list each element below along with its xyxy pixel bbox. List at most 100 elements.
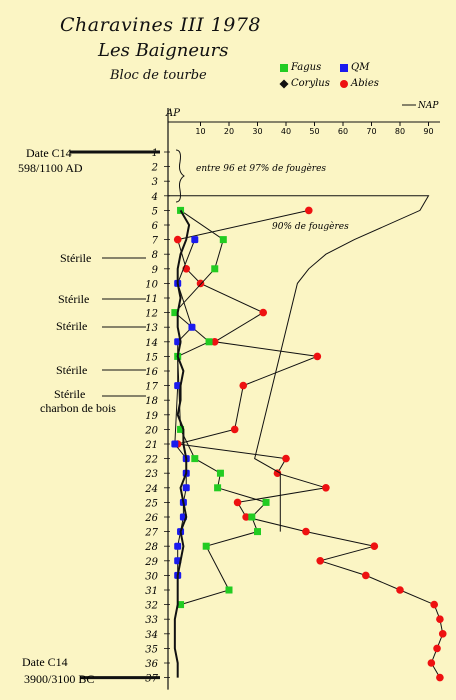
abies-point-10 xyxy=(196,279,205,288)
y-tick-label-12: 12 xyxy=(145,309,158,320)
fagus-marker-icon xyxy=(280,63,288,72)
sterile-label-3: Stérile xyxy=(56,319,88,333)
fagus-point-7 xyxy=(219,236,227,244)
date-bottom-value: 3900/3100 BC xyxy=(24,672,95,686)
y-tick-label-16: 16 xyxy=(145,367,158,378)
abies-point-22 xyxy=(282,454,290,463)
fagus-point-22 xyxy=(191,455,199,463)
x-tick-label-90: 90 xyxy=(423,127,433,136)
fagus-point-27 xyxy=(254,528,261,536)
abies-point-30 xyxy=(362,571,370,580)
abies-point-32 xyxy=(430,600,439,609)
qm-point-17 xyxy=(174,382,182,390)
y-tick-label-32: 32 xyxy=(145,601,158,612)
date-top-value: 598/1100 AD xyxy=(18,161,83,175)
x-tick-label-50: 50 xyxy=(309,127,319,136)
legend-abies-label: Abies xyxy=(351,78,379,89)
x-axis-label-ap: AP xyxy=(165,108,180,119)
y-tick-label-34: 34 xyxy=(145,630,158,641)
sterile-label-5: Stérile xyxy=(54,387,86,401)
y-tick-label-5: 5 xyxy=(152,206,158,217)
abies-marker-icon xyxy=(340,79,348,88)
date-bottom-label: Date C14 xyxy=(22,655,68,669)
qm-point-24 xyxy=(182,484,190,492)
y-tick-label-15: 15 xyxy=(145,352,158,363)
abies-point-26 xyxy=(242,513,250,521)
x-axis-label-nap: NAP xyxy=(417,101,439,111)
abies-point-28 xyxy=(370,542,379,550)
y-tick-label-6: 6 xyxy=(152,221,159,232)
fagus-point-32 xyxy=(177,601,185,609)
abies-point-31 xyxy=(396,586,404,594)
abies-point-35 xyxy=(433,644,441,653)
sterile-label-2: Stérile xyxy=(58,292,90,306)
x-tick-label-70: 70 xyxy=(366,127,376,136)
fagus-point-12 xyxy=(171,309,179,317)
y-tick-label-33: 33 xyxy=(145,615,158,626)
y-tick-label-26: 26 xyxy=(144,513,158,524)
y-tick-label-17: 17 xyxy=(145,382,158,393)
legend-fagus-label: Fagus xyxy=(291,62,322,73)
x-tick-label-60: 60 xyxy=(338,127,348,136)
y-tick-label-7: 7 xyxy=(152,236,159,247)
y-tick-label-10: 10 xyxy=(145,279,158,290)
abies-point-24 xyxy=(322,484,330,492)
y-tick-label-30: 30 xyxy=(145,571,158,582)
y-tick-label-3: 3 xyxy=(152,177,158,188)
y-tick-label-35: 35 xyxy=(145,644,158,655)
fern-brace xyxy=(175,149,185,203)
y-tick-label-21: 21 xyxy=(144,440,158,451)
title-line-2: Les Baigneurs xyxy=(98,40,229,61)
abies-point-20 xyxy=(230,425,239,434)
abies-point-23 xyxy=(273,469,282,478)
y-tick-label-24: 24 xyxy=(144,484,158,495)
sterile-label-1: Stérile xyxy=(60,251,92,265)
y-tick-label-11: 11 xyxy=(145,294,158,305)
abies-point-37 xyxy=(436,673,444,682)
y-tick-label-29: 29 xyxy=(144,557,158,568)
y-tick-label-8: 8 xyxy=(152,250,158,261)
series-nap xyxy=(168,195,430,532)
abies-point-7 xyxy=(173,235,182,244)
abies-point-25 xyxy=(233,498,242,507)
legend-abies: Abies xyxy=(340,78,379,89)
fagus-point-14 xyxy=(205,338,213,346)
fagus-point-28 xyxy=(202,542,210,550)
abies-point-5 xyxy=(305,206,313,215)
y-tick-label-19: 19 xyxy=(145,411,158,422)
series-qm xyxy=(171,236,199,579)
abies-point-29 xyxy=(316,557,325,565)
sterile-label-4: Stérile xyxy=(56,363,88,377)
corylus-line xyxy=(173,209,191,678)
fern-range-note: entre 96 et 97% de fougères xyxy=(196,164,327,174)
fagus-point-26 xyxy=(248,513,256,521)
series-corylus xyxy=(173,209,191,678)
abies-point-34 xyxy=(438,630,447,638)
y-tick-label-9: 9 xyxy=(152,265,159,276)
nap-line xyxy=(168,195,430,532)
abies-point-12 xyxy=(259,308,268,317)
title-line-1: Charavines III 1978 xyxy=(60,14,262,36)
y-tick-label-20: 20 xyxy=(144,425,158,436)
fagus-point-25 xyxy=(262,498,270,506)
legend-fagus: Fagus xyxy=(280,62,321,73)
x-tick-label-20: 20 xyxy=(224,127,234,136)
abies-point-36 xyxy=(427,659,436,667)
legend-qm-label: QM xyxy=(351,62,370,73)
y-tick-label-36: 36 xyxy=(145,659,158,670)
date-top-label: Date C14 xyxy=(26,146,72,160)
x-tick-label-40: 40 xyxy=(281,127,291,136)
charbon-label: charbon de bois xyxy=(40,401,116,415)
fagus-point-9 xyxy=(211,265,219,273)
qm-point-13 xyxy=(188,323,196,331)
legend: Fagus QM Corylus Abies xyxy=(279,62,430,102)
abies-point-14 xyxy=(210,338,219,346)
y-tick-label-4: 4 xyxy=(151,192,158,203)
qm-point-7 xyxy=(191,236,199,244)
fern-90-note: 90% de fougères xyxy=(272,222,349,232)
y-tick-label-14: 14 xyxy=(145,338,158,349)
legend-corylus-label: Corylus xyxy=(291,78,330,89)
fagus-point-31 xyxy=(225,586,233,594)
legend-qm: QM xyxy=(340,62,369,73)
